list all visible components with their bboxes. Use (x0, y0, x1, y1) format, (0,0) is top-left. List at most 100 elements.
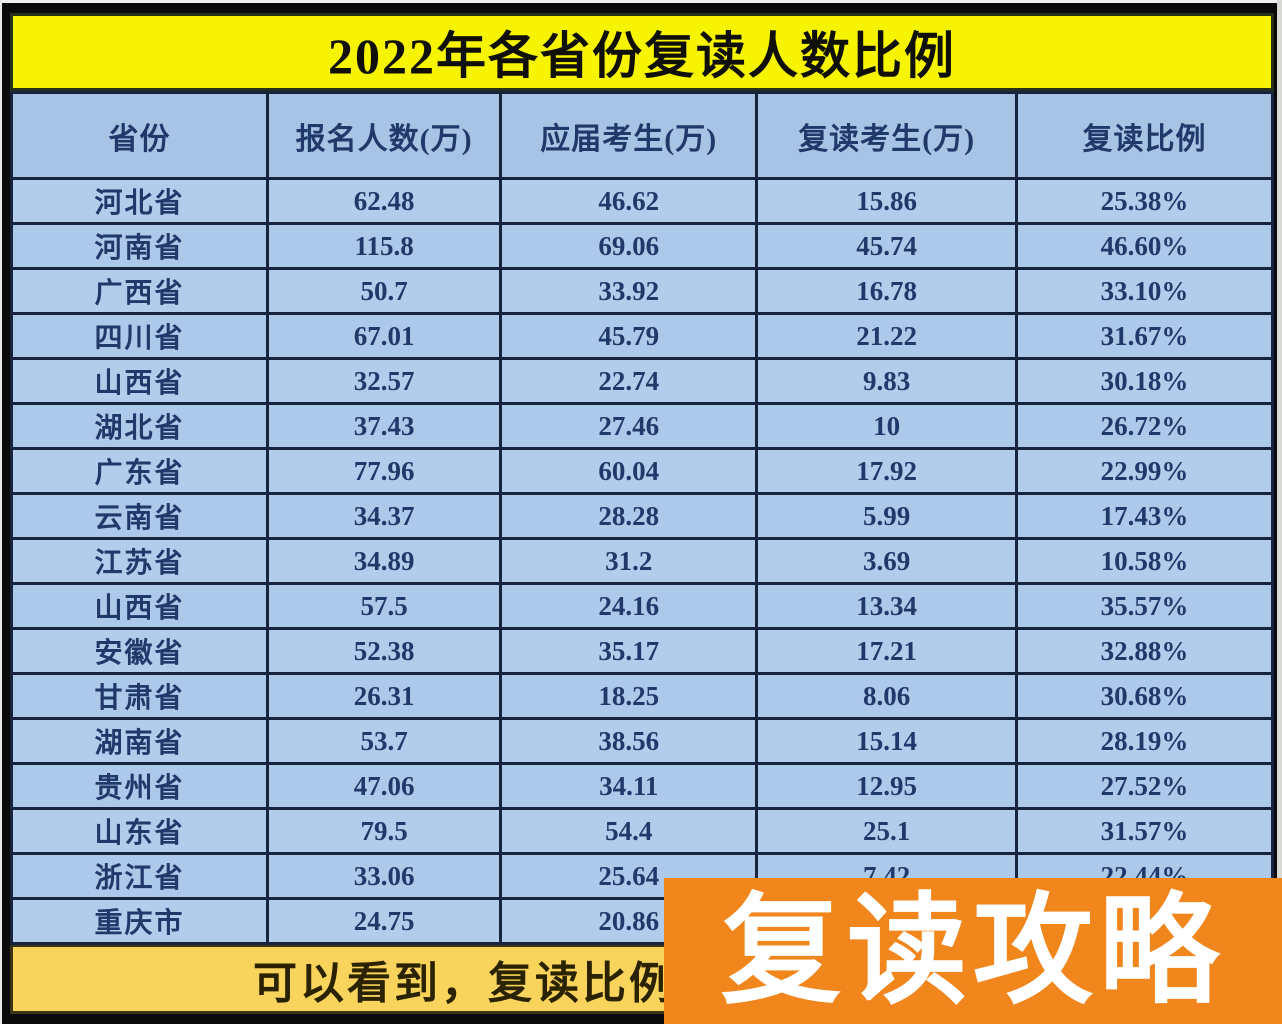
province-cell: 四川省 (10, 312, 269, 360)
fresh-cell: 69.06 (499, 222, 759, 270)
fresh-cell: 18.25 (499, 672, 759, 720)
province-cell: 山西省 (10, 582, 269, 630)
column-header: 应届考生(万) (499, 91, 759, 180)
registered-cell: 32.57 (265, 357, 503, 405)
ratio-cell: 31.67% (1014, 312, 1275, 360)
registered-cell: 37.43 (265, 402, 503, 450)
repeat-cell: 45.74 (755, 222, 1018, 270)
page-title: 2022年各省份复读人数比例 (10, 13, 1274, 91)
registered-cell: 62.48 (265, 177, 503, 225)
ratio-cell: 26.72% (1014, 402, 1275, 450)
repeat-cell: 15.86 (755, 177, 1018, 225)
top-edge (0, 0, 1282, 3)
table-row: 贵州省 47.06 34.11 12.95 27.52% (10, 762, 1275, 810)
repeat-cell: 9.83 (755, 357, 1018, 405)
table-row: 山西省 57.5 24.16 13.34 35.57% (10, 582, 1275, 630)
registered-cell: 67.01 (265, 312, 503, 360)
column-header: 省份 (10, 91, 269, 180)
fresh-cell: 60.04 (499, 447, 759, 495)
fresh-cell: 35.17 (499, 627, 759, 675)
table-row: 河南省 115.8 69.06 45.74 46.60% (10, 222, 1275, 270)
ratio-cell: 30.18% (1014, 357, 1275, 405)
province-cell: 浙江省 (10, 852, 269, 900)
repeat-cell: 13.34 (755, 582, 1018, 630)
province-cell: 山东省 (10, 807, 269, 855)
fresh-cell: 46.62 (499, 177, 759, 225)
table-row: 湖南省 53.7 38.56 15.14 28.19% (10, 717, 1275, 765)
overlay-label: 复读攻略 (721, 884, 1225, 1018)
province-cell: 重庆市 (10, 897, 269, 945)
fresh-cell: 38.56 (499, 717, 759, 765)
ratio-cell: 25.38% (1014, 177, 1275, 225)
repeat-cell: 17.21 (755, 627, 1018, 675)
overlay-banner: 复读攻略 (664, 878, 1282, 1024)
table-row: 河北省 62.48 46.62 15.86 25.38% (10, 177, 1275, 225)
table-row: 云南省 34.37 28.28 5.99 17.43% (10, 492, 1275, 540)
province-cell: 山西省 (10, 357, 269, 405)
registered-cell: 47.06 (265, 762, 503, 810)
fresh-cell: 27.46 (499, 402, 759, 450)
province-cell: 云南省 (10, 492, 269, 540)
registered-cell: 33.06 (265, 852, 503, 900)
fresh-cell: 45.79 (499, 312, 759, 360)
data-table: 省份 报名人数(万) 应届考生(万) 复读考生(万) 复读比例 河北省 62.48 46.6… (10, 91, 1275, 945)
registered-cell: 115.8 (265, 222, 503, 270)
left-edge (0, 0, 2, 1024)
ratio-cell: 35.57% (1014, 582, 1275, 630)
table-row: 广东省 77.96 60.04 17.92 22.99% (10, 447, 1275, 495)
repeat-cell: 17.92 (755, 447, 1018, 495)
ratio-cell: 10.58% (1014, 537, 1275, 585)
table-row: 江苏省 34.89 31.2 3.69 10.58% (10, 537, 1275, 585)
province-cell: 安徽省 (10, 627, 269, 675)
registered-cell: 79.5 (265, 807, 503, 855)
fresh-cell: 34.11 (499, 762, 759, 810)
registered-cell: 77.96 (265, 447, 503, 495)
ratio-cell: 33.10% (1014, 267, 1275, 315)
table-row: 浙江省 33.06 25.64 7.42 22.44% (10, 852, 1275, 900)
repeat-cell: 3.69 (755, 537, 1018, 585)
table-row: 山西省 32.57 22.74 9.83 30.18% (10, 357, 1275, 405)
registered-cell: 34.89 (265, 537, 503, 585)
registered-cell: 50.7 (265, 267, 503, 315)
province-cell: 河北省 (10, 177, 269, 225)
table-card: 2022年各省份复读人数比例 省份 报名人数(万) 应届考生(万) 复读考生(万) 复读… (10, 13, 1275, 1014)
province-cell: 广东省 (10, 447, 269, 495)
fresh-cell: 28.28 (499, 492, 759, 540)
repeat-cell: 12.95 (755, 762, 1018, 810)
province-cell: 甘肃省 (10, 672, 269, 720)
ratio-cell: 30.68% (1014, 672, 1275, 720)
fresh-cell: 31.2 (499, 537, 759, 585)
ratio-cell: 22.99% (1014, 447, 1275, 495)
repeat-cell: 25.1 (755, 807, 1018, 855)
registered-cell: 26.31 (265, 672, 503, 720)
table-row: 山东省 79.5 54.4 25.1 31.57% (10, 807, 1275, 855)
table-body: 河北省 62.48 46.62 15.86 25.38% 河南省 115.8 69.06 45.… (10, 177, 1275, 945)
ratio-cell: 28.19% (1014, 717, 1275, 765)
column-header: 报名人数(万) (265, 91, 503, 180)
registered-cell: 52.38 (265, 627, 503, 675)
fresh-cell: 54.4 (499, 807, 759, 855)
province-cell: 贵州省 (10, 762, 269, 810)
repeat-cell: 8.06 (755, 672, 1018, 720)
repeat-cell: 16.78 (755, 267, 1018, 315)
column-header: 复读比例 (1014, 91, 1275, 180)
ratio-cell: 32.88% (1014, 627, 1275, 675)
ratio-cell: 17.43% (1014, 492, 1275, 540)
table-row: 安徽省 52.38 35.17 17.21 32.88% (10, 627, 1275, 675)
table-row: 甘肃省 26.31 18.25 8.06 30.68% (10, 672, 1275, 720)
ratio-cell: 27.52% (1014, 762, 1275, 810)
repeat-cell: 10 (755, 402, 1018, 450)
table-row: 湖北省 37.43 27.46 10 26.72% (10, 402, 1275, 450)
registered-cell: 24.75 (265, 897, 503, 945)
repeat-cell: 21.22 (755, 312, 1018, 360)
province-cell: 湖南省 (10, 717, 269, 765)
fresh-cell: 22.74 (499, 357, 759, 405)
repeat-cell: 5.99 (755, 492, 1018, 540)
registered-cell: 34.37 (265, 492, 503, 540)
province-cell: 江苏省 (10, 537, 269, 585)
table-row: 四川省 67.01 45.79 21.22 31.67% (10, 312, 1275, 360)
province-cell: 湖北省 (10, 402, 269, 450)
registered-cell: 57.5 (265, 582, 503, 630)
header-row: 省份 报名人数(万) 应届考生(万) 复读考生(万) 复读比例 (10, 91, 1275, 180)
